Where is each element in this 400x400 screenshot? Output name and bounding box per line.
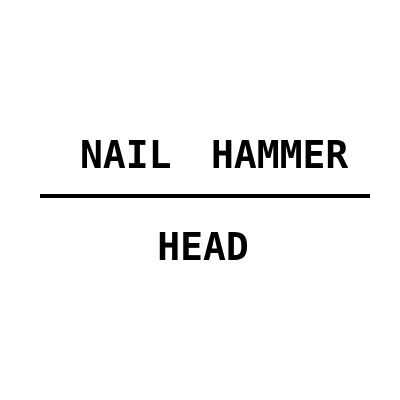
top-left-word: NAIL bbox=[80, 133, 172, 177]
bottom-word: HEAD bbox=[157, 225, 249, 269]
top-right-word: HAMMER bbox=[211, 133, 349, 177]
divider-line bbox=[40, 194, 370, 198]
